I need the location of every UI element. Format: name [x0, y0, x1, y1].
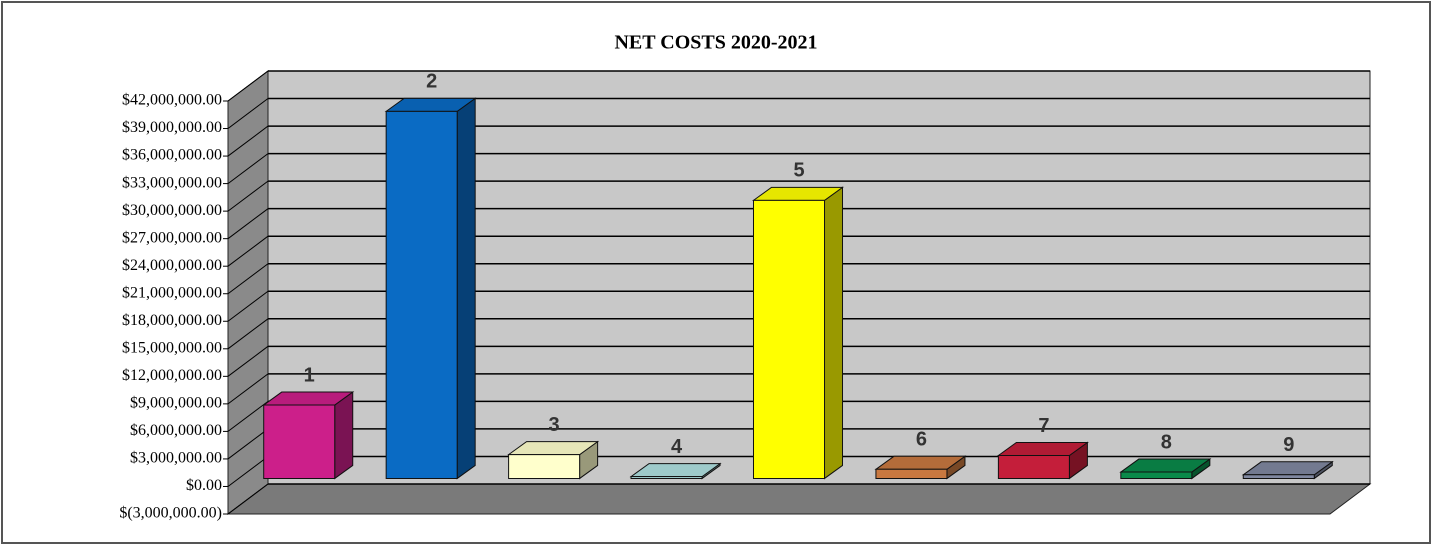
y-tick-label: $15,000,000.00 [122, 339, 222, 356]
bar [996, 441, 1089, 480]
bar-front [1242, 474, 1315, 479]
y-tick-label: $(3,000,000.00) [119, 505, 222, 522]
bar-front [752, 199, 826, 479]
bar-front [875, 468, 948, 479]
side-grid-line [227, 125, 269, 157]
side-grid-line [227, 290, 269, 322]
y-tick-label: $36,000,000.00 [122, 147, 222, 164]
bar [629, 462, 722, 480]
bar-side [824, 186, 844, 480]
side-grid-line [227, 180, 269, 212]
bar-side [334, 391, 354, 480]
y-tick-label: $30,000,000.00 [122, 202, 222, 219]
data-label: 8 [1161, 431, 1172, 453]
bar [751, 186, 845, 480]
y-tick-label: $42,000,000.00 [122, 92, 222, 109]
bar-side [456, 97, 476, 480]
data-label: 3 [549, 414, 560, 436]
y-tick-label: $18,000,000.00 [122, 312, 222, 329]
side-grid-line [227, 235, 269, 267]
bar [384, 97, 477, 480]
side-grid-line [227, 70, 269, 102]
side-grid-line [227, 98, 269, 129]
side-grid-line [227, 428, 269, 460]
chart-title: NET COSTS 2020-2021 [614, 32, 817, 54]
y-tick-label: $12,000,000.00 [122, 367, 222, 384]
y-tick-label: $9,000,000.00 [130, 395, 222, 412]
side-wall [227, 70, 269, 515]
y-tick-label: $27,000,000.00 [122, 229, 222, 246]
side-grid-line [227, 345, 269, 377]
bar [1119, 458, 1212, 480]
bar-front [1120, 471, 1193, 479]
data-label: 4 [671, 436, 683, 458]
bar [874, 455, 967, 480]
bar-front [263, 404, 336, 479]
data-label: 7 [1038, 415, 1049, 437]
data-label: 6 [916, 429, 927, 451]
floor [226, 483, 1372, 515]
bar-front [385, 110, 458, 479]
side-grid-line [227, 153, 269, 185]
y-tick-label: $39,000,000.00 [122, 119, 222, 136]
bar-front [630, 476, 703, 479]
y-tick-label: $24,000,000.00 [122, 257, 222, 274]
data-label: 5 [793, 160, 804, 182]
bar-front [997, 455, 1070, 479]
bar [507, 440, 600, 480]
side-grid-line [227, 208, 269, 240]
side-grid-line [227, 456, 269, 487]
data-label: 2 [426, 71, 437, 93]
bar-front [508, 454, 581, 479]
side-grid-line [227, 483, 269, 515]
side-grid-line [227, 373, 269, 405]
y-tick-label: $6,000,000.00 [130, 422, 222, 439]
y-tick-label: $21,000,000.00 [122, 284, 222, 301]
side-grid-line [227, 400, 269, 432]
side-grid-line [227, 263, 269, 295]
data-label: 9 [1283, 434, 1294, 456]
bar [1241, 460, 1334, 480]
y-tick-label: $3,000,000.00 [130, 450, 222, 467]
bar [262, 391, 355, 480]
side-grid-line [227, 318, 269, 350]
y-tick-label: $33,000,000.00 [122, 174, 222, 191]
y-tick-label: $0.00 [186, 477, 222, 494]
data-label: 1 [304, 364, 315, 386]
